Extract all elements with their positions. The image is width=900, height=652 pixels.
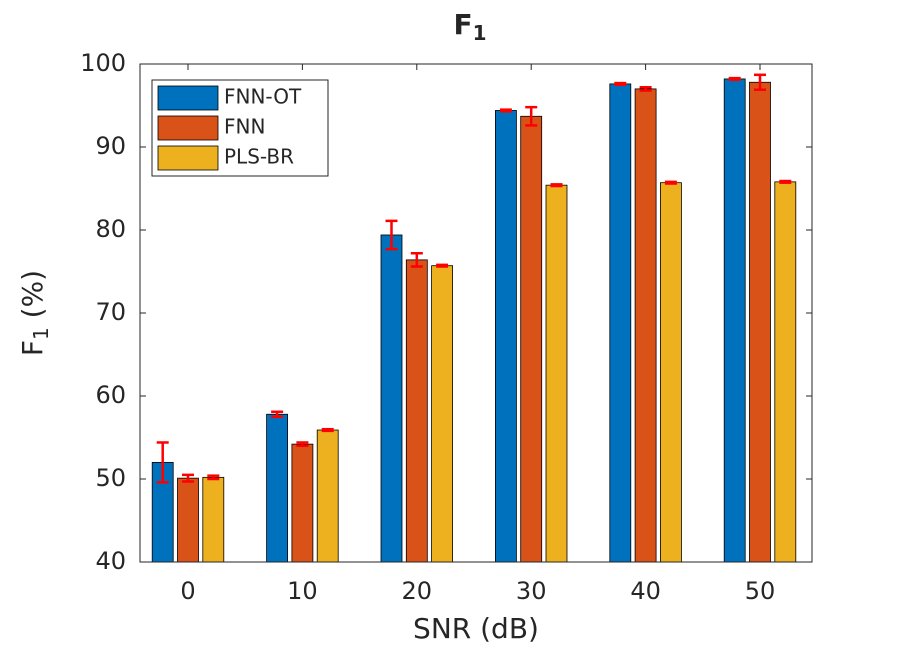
error-bar bbox=[410, 251, 423, 268]
error-bar bbox=[207, 474, 220, 481]
x-axis-label: SNR (dB) bbox=[413, 612, 539, 645]
bar bbox=[634, 88, 657, 563]
error-bar bbox=[156, 441, 169, 484]
x-tick-label: 10 bbox=[287, 577, 318, 605]
x-tick-label: 30 bbox=[516, 577, 547, 605]
ylabel-suffix: (%) bbox=[16, 270, 49, 327]
x-tick-label: 40 bbox=[630, 577, 661, 605]
y-tick-label: 100 bbox=[80, 49, 126, 77]
bar bbox=[405, 259, 428, 563]
legend-label: FNN-OT bbox=[224, 85, 302, 109]
y-tick-label: 60 bbox=[95, 381, 126, 409]
error-bar bbox=[385, 219, 398, 251]
y-tick-label: 70 bbox=[95, 298, 126, 326]
legend-label: FNN bbox=[224, 115, 265, 139]
error-bar bbox=[525, 105, 538, 127]
error-bar bbox=[296, 441, 309, 448]
ylabel-subscript: 1 bbox=[29, 327, 53, 340]
error-bar bbox=[728, 76, 741, 82]
y-tick-label: 90 bbox=[95, 132, 126, 160]
x-tick-label: 0 bbox=[180, 577, 195, 605]
legend-label: PLS-BR bbox=[224, 145, 294, 169]
bar bbox=[316, 429, 339, 563]
bar bbox=[266, 413, 289, 563]
legend-swatch bbox=[157, 115, 219, 141]
bar bbox=[545, 184, 568, 563]
legend-swatch bbox=[157, 145, 219, 171]
error-bar bbox=[321, 427, 334, 433]
error-bar bbox=[436, 263, 449, 268]
bar bbox=[380, 234, 403, 563]
y-tick-label: 50 bbox=[95, 464, 126, 492]
x-tick-label: 50 bbox=[745, 577, 776, 605]
error-bar bbox=[639, 85, 652, 92]
bar bbox=[660, 182, 682, 563]
bar bbox=[749, 81, 771, 563]
bar bbox=[431, 265, 454, 563]
title-main: F bbox=[453, 8, 472, 41]
bar bbox=[177, 477, 199, 563]
y-tick-label: 80 bbox=[95, 215, 126, 243]
chart-title: F1 bbox=[453, 8, 486, 45]
bar bbox=[494, 110, 517, 563]
bar bbox=[202, 476, 225, 563]
error-bar bbox=[779, 179, 792, 184]
y-tick-label: 40 bbox=[95, 547, 126, 575]
y-axis-label: F1 (%) bbox=[16, 270, 53, 356]
error-bar bbox=[614, 81, 627, 86]
error-bar bbox=[754, 73, 766, 91]
bar bbox=[291, 443, 314, 563]
error-bar bbox=[499, 108, 512, 113]
title-subscript: 1 bbox=[473, 21, 487, 45]
error-bar bbox=[550, 183, 563, 188]
ylabel-main: F bbox=[16, 340, 49, 356]
error-bar bbox=[664, 180, 677, 185]
bar bbox=[609, 83, 632, 563]
error-bar bbox=[182, 473, 194, 483]
bar bbox=[520, 115, 543, 563]
bar bbox=[774, 181, 797, 563]
error-bar bbox=[271, 410, 284, 418]
legend-swatch bbox=[157, 85, 219, 111]
bar bbox=[723, 78, 746, 563]
axes-box bbox=[139, 63, 813, 563]
x-tick-label: 20 bbox=[402, 577, 433, 605]
